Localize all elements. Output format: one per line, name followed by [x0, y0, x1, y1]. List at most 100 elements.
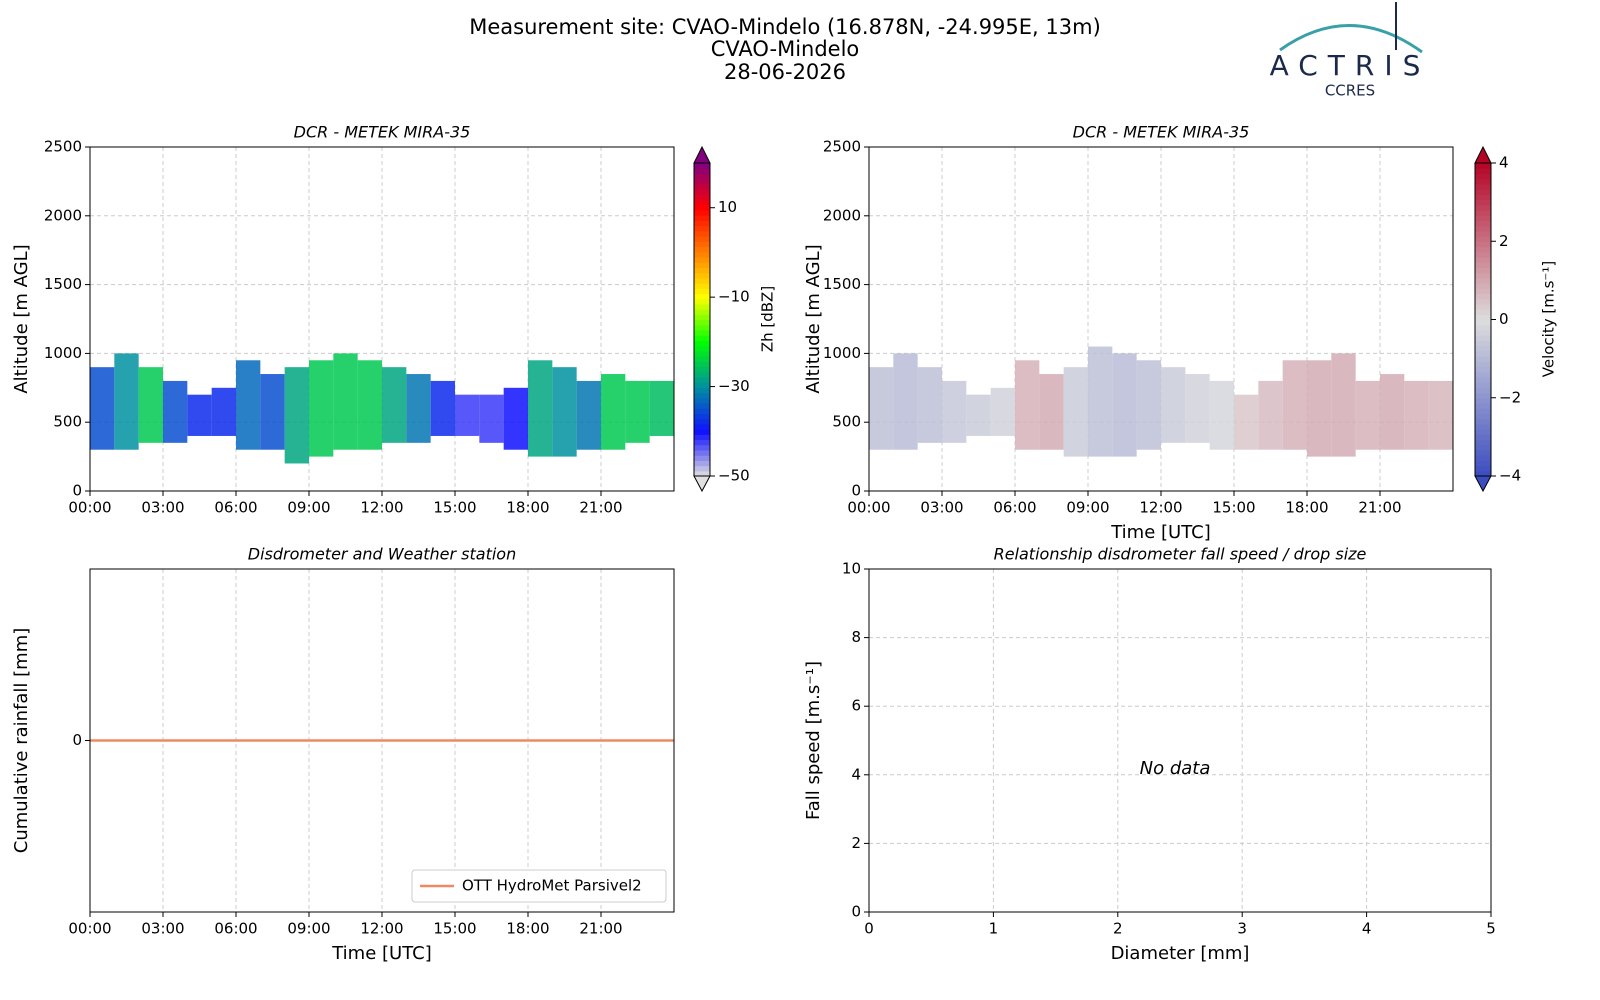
y-tick-label: 500: [53, 413, 82, 431]
radar-cell: [1088, 346, 1113, 457]
legend-label: OTT HydroMet Parsivel2: [462, 877, 642, 895]
radar-cell: [382, 367, 407, 443]
x-tick-label: 3: [1237, 920, 1247, 938]
radar-cell: [333, 353, 358, 450]
x-tick-label: 09:00: [287, 920, 330, 938]
radar-cell: [1063, 367, 1088, 457]
colorbar-segment: [1475, 423, 1491, 430]
x-tick-label: 2: [1113, 920, 1123, 938]
y-tick-label: 6: [851, 697, 861, 715]
radar-cell: [114, 353, 139, 450]
colorbar-segment: [694, 225, 710, 232]
colorbar-segment: [694, 371, 710, 378]
panel: 00:00 03:00 06:00 09:00 12:00 15:00 18:00 21:00…: [11, 123, 777, 517]
radar-cell: [1307, 360, 1332, 457]
y-tick-label: 0: [851, 903, 861, 921]
colorbar-segment: [1475, 236, 1491, 242]
colorbar-segment: [694, 387, 710, 394]
colorbar-tick-label: −50: [718, 467, 750, 485]
colorbar-segment: [1475, 329, 1491, 336]
colorbar-segment: [694, 209, 710, 216]
colorbar-tick-label: −2: [1499, 388, 1521, 406]
radar-cell: [966, 394, 991, 436]
colorbar-segment: [1475, 251, 1491, 258]
colorbar-segment: [694, 220, 710, 227]
colorbar-segment: [694, 215, 710, 221]
y-axis-label: Fall speed [m.s⁻¹]: [803, 661, 824, 820]
colorbar-segment: [694, 194, 710, 201]
y-tick-label: 4: [851, 765, 861, 783]
colorbar-segment: [1475, 189, 1491, 195]
colorbar-segment: [1475, 293, 1491, 300]
y-tick-label: 0: [851, 482, 861, 500]
y-axis-label: Altitude [m AGL]: [803, 244, 824, 393]
colorbar-segment: [1475, 163, 1491, 169]
x-axis-label: Time [UTC]: [1110, 522, 1211, 543]
radar-cell: [552, 367, 577, 457]
radar-cell: [1161, 367, 1186, 443]
colorbar-segment: [694, 173, 710, 180]
colorbar-segment: [1475, 256, 1491, 263]
radar-cell: [601, 374, 626, 450]
colorbar-segment: [1475, 371, 1491, 378]
colorbar-segment: [694, 309, 710, 315]
colorbar-segment: [694, 303, 710, 310]
radar-cell: [1355, 380, 1380, 450]
radar-cell: [406, 374, 431, 443]
colorbar-segment: [694, 350, 710, 357]
plot-frame: [868, 568, 1492, 913]
radar-cell: [893, 353, 918, 450]
colorbar-frame: [693, 163, 711, 476]
radar-cell: [1185, 374, 1210, 443]
y-tick-label: 1500: [823, 275, 861, 293]
colorbar-segment: [694, 298, 710, 305]
x-tick-label: 00:00: [847, 499, 890, 517]
y-tick-label: 8: [851, 628, 861, 646]
colorbar-segment: [694, 267, 710, 274]
colorbar-segment: [694, 402, 710, 409]
colorbar-segment: [694, 189, 710, 195]
logo-subtext: CCRES: [1325, 82, 1375, 100]
radar-cell: [1112, 353, 1137, 457]
radar-cell: [357, 360, 382, 450]
panel: 00:00 03:00 06:00 09:00 12:00 15:00 18:00 21:00…: [11, 545, 675, 964]
y-tick-label: 500: [832, 413, 861, 431]
x-tick-label: 15:00: [433, 499, 476, 517]
colorbar-segment: [1475, 230, 1491, 237]
panel-title: Disdrometer and Weather station: [248, 545, 516, 564]
colorbar-segment: [694, 408, 710, 414]
x-tick-label: 06:00: [214, 499, 257, 517]
colorbar-segment: [1475, 183, 1491, 190]
radar-cell: [528, 360, 553, 457]
y-axis-label: Altitude [m AGL]: [11, 244, 32, 393]
radar-cell: [1039, 374, 1064, 450]
radar-cell: [917, 367, 942, 443]
x-tick-label: 12:00: [1139, 499, 1182, 517]
x-tick-label: 03:00: [920, 499, 963, 517]
colorbar-tick-label: 2: [1499, 232, 1509, 250]
colorbar-tick-label: −4: [1499, 467, 1521, 485]
colorbar-segment: [1475, 246, 1491, 253]
colorbar-segment: [1475, 340, 1491, 347]
colorbar-segment: [694, 163, 710, 169]
x-tick-label: 09:00: [1066, 499, 1109, 517]
colorbar-segment: [694, 392, 710, 399]
colorbar-segment: [694, 418, 710, 425]
radar-cell: [1428, 380, 1453, 450]
x-tick-label: 00:00: [68, 920, 111, 938]
colorbar-extend: [693, 145, 711, 164]
colorbar-segment: [1475, 429, 1491, 435]
colorbar-segment: [694, 439, 710, 446]
colorbar-segment: [1475, 376, 1491, 383]
plot-frame: [868, 146, 1454, 492]
x-tick-label: 15:00: [1212, 499, 1255, 517]
y-tick-label: 1000: [44, 344, 82, 362]
colorbar-segment: [1475, 449, 1491, 456]
colorbar-segment: [694, 178, 710, 185]
colorbar-tick-label: −10: [718, 288, 750, 306]
figure-date: 28-06-2026: [724, 60, 846, 84]
colorbar-segment: [1475, 277, 1491, 284]
colorbar-segment: [694, 444, 710, 451]
y-tick-label: 0: [72, 482, 82, 500]
